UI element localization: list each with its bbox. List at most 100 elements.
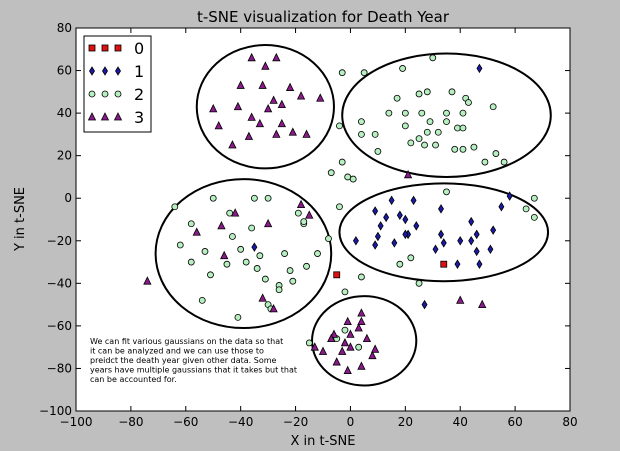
point-series-2-68 [207, 271, 214, 279]
point-series-2-38 [338, 158, 346, 166]
point-series-3-9 [233, 101, 243, 111]
annotation-line: years have multiple gaussians that it ta… [90, 366, 297, 375]
x-tick-label: −100 [60, 415, 93, 429]
point-series-2-85 [407, 254, 415, 262]
point-series-3-31 [258, 293, 267, 302]
point-series-3-45 [329, 329, 339, 338]
legend-marker-2-2 [114, 90, 122, 98]
plot-frame [75, 27, 571, 412]
legend-marker-1-0 [89, 66, 95, 76]
point-series-2-52 [294, 209, 302, 217]
point-series-2-44 [530, 213, 538, 221]
point-series-3-2 [261, 61, 270, 70]
legend-label-3: 3 [134, 108, 144, 127]
point-series-2-17 [358, 118, 365, 126]
point-series-1-10 [374, 231, 381, 242]
point-series-3-25 [220, 250, 229, 260]
point-series-2-1 [360, 69, 368, 77]
point-series-3-3 [236, 80, 245, 89]
point-series-2-46 [171, 203, 179, 211]
point-series-3-11 [277, 99, 286, 108]
gaussian-ellipse-4 [311, 295, 418, 387]
point-series-2-33 [470, 143, 478, 151]
point-series-1-19 [457, 236, 464, 246]
point-series-1-3 [388, 195, 395, 206]
point-series-1-20 [468, 216, 475, 227]
point-series-2-10 [401, 109, 409, 117]
point-series-3-0 [247, 52, 256, 62]
point-series-3-8 [209, 103, 218, 113]
point-series-3-51 [346, 329, 355, 338]
legend-marker-3-1 [100, 112, 110, 121]
point-series-2-58 [201, 248, 209, 255]
point-series-2-28 [407, 139, 415, 147]
point-series-3-28 [296, 199, 306, 209]
annotation-line: can be accounted for. [90, 375, 177, 384]
legend: 0 1 2 3 [83, 35, 152, 133]
point-series-2-67 [223, 260, 231, 268]
point-series-3-50 [327, 333, 336, 343]
point-series-2-18 [426, 118, 434, 126]
point-series-1-22 [468, 236, 475, 246]
point-series-1-21 [473, 229, 480, 240]
point-series-2-62 [261, 275, 269, 283]
point-series-2-70 [176, 241, 184, 249]
point-series-2-32 [459, 145, 467, 153]
point-series-2-59 [229, 233, 236, 240]
point-series-2-43 [522, 205, 530, 213]
gaussian-ellipse-3 [338, 182, 550, 283]
point-series-2-42 [443, 188, 450, 196]
point-series-3-29 [305, 210, 314, 219]
point-series-2-19 [443, 118, 450, 126]
annotation-line: it can be analyzed and we can use those … [90, 347, 264, 356]
point-series-2-55 [325, 235, 332, 243]
y-tick-label: −40 [47, 276, 72, 290]
point-series-2-74 [275, 286, 283, 294]
point-series-2-22 [423, 128, 431, 136]
point-series-1-7 [410, 195, 417, 206]
point-series-1-31 [476, 63, 483, 74]
point-series-2-14 [459, 109, 467, 117]
point-series-2-3 [399, 65, 406, 72]
point-series-2-80 [341, 326, 349, 334]
legend-marker-3-2 [113, 112, 123, 121]
point-series-2-41 [349, 175, 357, 183]
point-series-3-30 [143, 276, 152, 285]
point-series-2-86 [415, 279, 423, 287]
point-series-1-9 [413, 221, 420, 231]
annotation-line: preidct the death year given other data.… [90, 356, 277, 365]
x-tick-label: 20 [398, 415, 413, 429]
point-series-1-16 [438, 229, 444, 240]
point-series-1-30 [506, 191, 513, 201]
point-series-2-45 [530, 194, 538, 202]
point-series-1-0 [251, 242, 258, 252]
point-series-2-0 [338, 69, 346, 77]
point-series-2-31 [432, 141, 439, 149]
point-series-2-21 [401, 122, 409, 130]
legend-marker-1-2 [115, 66, 121, 76]
point-series-2-12 [418, 109, 426, 117]
point-series-2-78 [303, 262, 310, 270]
gaussian-ellipse-1 [341, 52, 552, 178]
x-tick-label: −80 [118, 415, 143, 429]
point-series-3-24 [217, 220, 226, 230]
point-series-2-30 [451, 145, 459, 153]
point-series-2-13 [443, 109, 450, 117]
point-series-2-7 [423, 88, 431, 96]
point-series-2-36 [500, 158, 508, 166]
legend-marker-0-2 [114, 44, 122, 52]
point-series-2-8 [448, 88, 456, 96]
point-series-3-19 [272, 129, 281, 138]
point-series-1-11 [372, 240, 379, 250]
legend-label-0: 0 [134, 39, 144, 58]
x-tick-label: 80 [562, 415, 577, 429]
y-axis-label: Y in t-SNE [13, 187, 28, 252]
legend-marker-0-1 [101, 44, 109, 52]
point-series-3-23 [231, 208, 240, 217]
x-axis-label: X in t-SNE [291, 434, 356, 449]
point-series-3-34 [338, 346, 347, 355]
point-series-2-84 [396, 260, 404, 268]
point-series-1-24 [490, 225, 497, 235]
point-series-3-40 [368, 350, 377, 360]
